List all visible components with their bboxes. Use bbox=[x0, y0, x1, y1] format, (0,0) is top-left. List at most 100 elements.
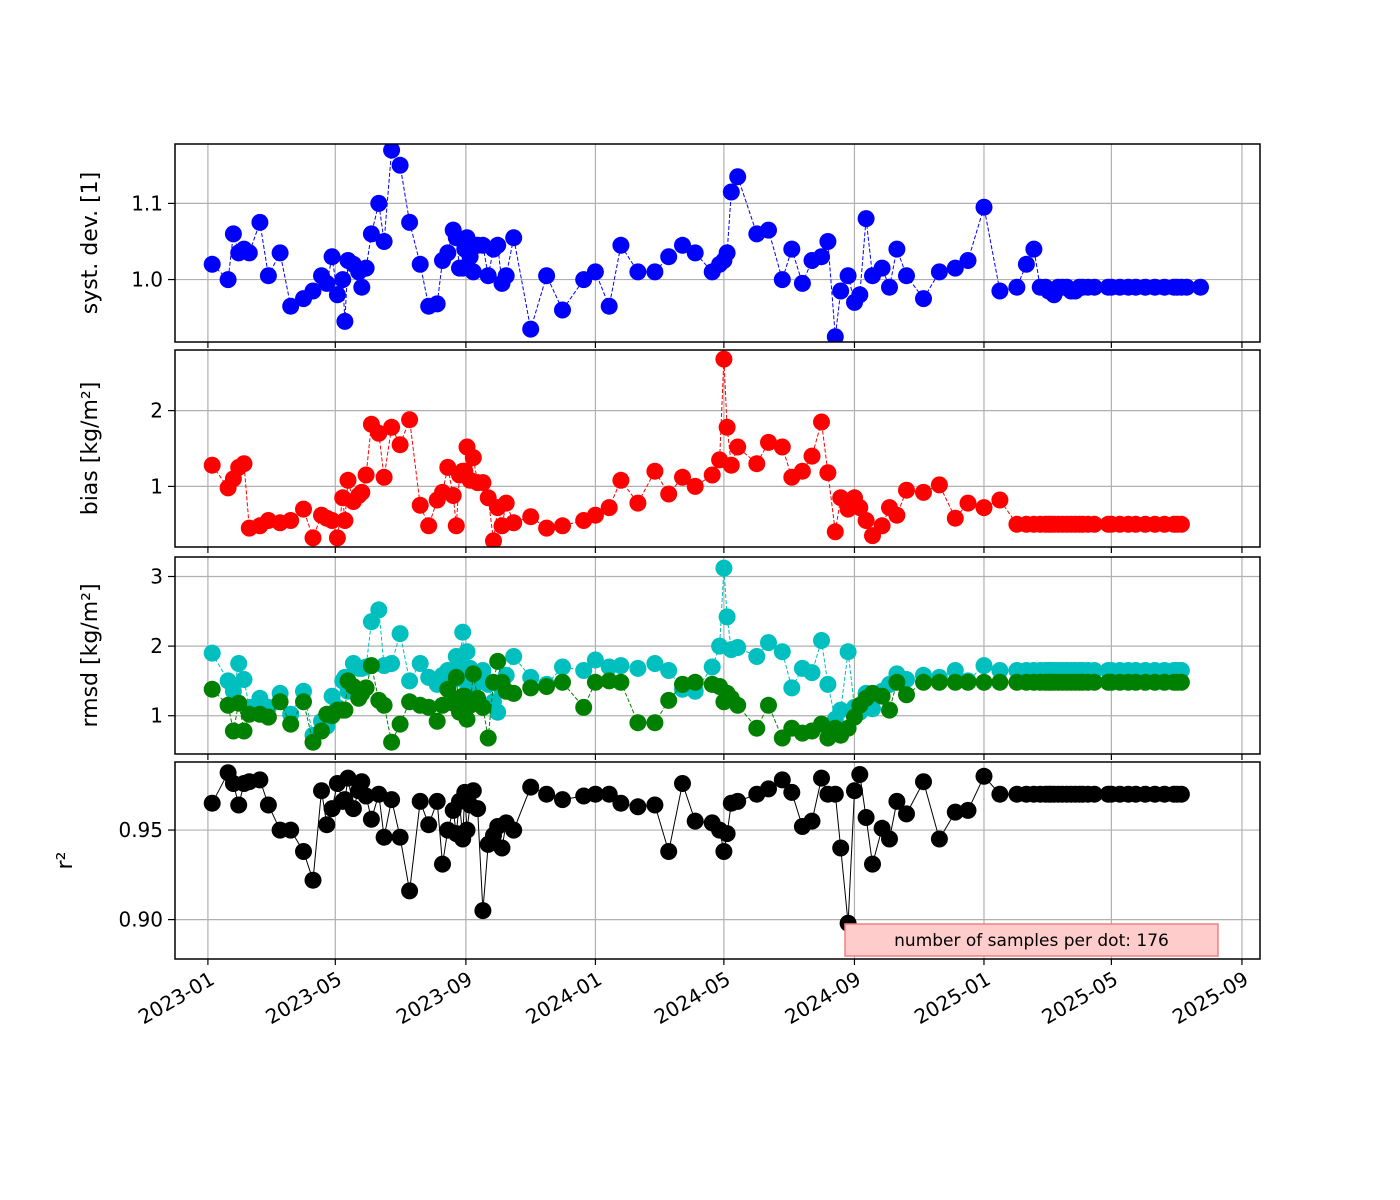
data-point bbox=[715, 350, 733, 368]
data-point bbox=[235, 722, 253, 740]
data-point bbox=[629, 659, 647, 677]
data-point bbox=[959, 494, 977, 512]
data-point bbox=[1085, 785, 1103, 803]
y-tick-label: 1.1 bbox=[131, 191, 163, 215]
data-point bbox=[203, 794, 221, 812]
data-point bbox=[420, 816, 438, 834]
data-point bbox=[803, 447, 821, 465]
data-point bbox=[401, 411, 419, 429]
data-point bbox=[318, 274, 336, 292]
data-point bbox=[391, 715, 409, 733]
data-point bbox=[803, 664, 821, 682]
data-point bbox=[851, 499, 869, 517]
data-point bbox=[357, 679, 375, 697]
x-tick-label: 2025-05 bbox=[1037, 967, 1121, 1030]
data-point bbox=[915, 673, 932, 691]
data-point bbox=[469, 800, 487, 818]
data-point bbox=[803, 812, 821, 830]
data-point bbox=[428, 792, 446, 810]
data-point bbox=[946, 803, 964, 821]
data-point bbox=[975, 767, 993, 785]
data-point bbox=[760, 780, 777, 798]
data-point bbox=[646, 655, 664, 672]
data-point bbox=[235, 455, 253, 473]
data-point bbox=[600, 297, 618, 315]
series-line bbox=[211, 148, 1201, 337]
data-point bbox=[375, 828, 393, 846]
data-point bbox=[391, 436, 409, 454]
data-point bbox=[230, 796, 248, 814]
data-point bbox=[458, 643, 476, 661]
data-point bbox=[353, 483, 371, 501]
data-point bbox=[370, 785, 388, 803]
data-point bbox=[975, 499, 993, 517]
data-point bbox=[975, 657, 993, 675]
data-point bbox=[703, 658, 721, 676]
data-point bbox=[783, 240, 801, 258]
data-point bbox=[203, 644, 221, 662]
y-tick-label: 1.0 bbox=[131, 268, 163, 292]
data-point bbox=[554, 658, 571, 676]
data-point bbox=[898, 481, 915, 499]
x-tick-label: 2023-05 bbox=[261, 967, 345, 1030]
data-point bbox=[826, 328, 844, 342]
data-point bbox=[464, 449, 482, 467]
data-point bbox=[383, 655, 401, 672]
data-point bbox=[959, 801, 977, 819]
data-point bbox=[991, 282, 1009, 300]
data-point bbox=[447, 517, 465, 535]
panel-frame bbox=[174, 761, 1261, 960]
data-point bbox=[813, 413, 830, 431]
data-point bbox=[259, 708, 277, 726]
data-point bbox=[783, 679, 801, 697]
data-point bbox=[1178, 278, 1196, 296]
data-point bbox=[881, 830, 898, 848]
data-point bbox=[826, 523, 844, 541]
data-point bbox=[586, 785, 604, 803]
data-point bbox=[760, 433, 777, 451]
data-point bbox=[686, 477, 704, 495]
data-point bbox=[362, 657, 380, 675]
data-point bbox=[864, 855, 881, 873]
data-point bbox=[612, 657, 630, 675]
data-point bbox=[203, 255, 221, 273]
data-point bbox=[819, 675, 837, 693]
data-point bbox=[259, 796, 277, 814]
data-point bbox=[235, 671, 253, 688]
data-point bbox=[522, 778, 540, 796]
data-point bbox=[304, 871, 322, 889]
data-point bbox=[1172, 673, 1190, 691]
data-point bbox=[439, 680, 457, 698]
series-group bbox=[203, 144, 1209, 342]
data-point bbox=[783, 783, 801, 801]
data-point bbox=[391, 828, 409, 846]
data-point bbox=[353, 278, 371, 296]
data-point bbox=[411, 496, 429, 514]
data-point bbox=[454, 623, 472, 641]
y-tick-label: 2 bbox=[150, 399, 163, 423]
data-point bbox=[497, 267, 515, 285]
data-point bbox=[773, 643, 791, 661]
data-point bbox=[760, 634, 777, 652]
data-point bbox=[1172, 785, 1190, 803]
data-point bbox=[760, 696, 777, 714]
data-point bbox=[839, 643, 857, 661]
series-line bbox=[211, 359, 1182, 541]
annotation-text: number of samples per dot: 176 bbox=[894, 931, 1169, 951]
data-point bbox=[383, 733, 401, 751]
data-point bbox=[586, 506, 604, 524]
data-point bbox=[224, 225, 242, 243]
data-point bbox=[282, 715, 300, 733]
data-point bbox=[271, 693, 289, 711]
data-point bbox=[357, 259, 375, 277]
data-point bbox=[718, 244, 736, 262]
data-point bbox=[464, 263, 482, 281]
data-point bbox=[251, 771, 269, 789]
data-point bbox=[773, 271, 791, 289]
data-point bbox=[600, 785, 618, 803]
data-point bbox=[420, 698, 438, 716]
data-point bbox=[313, 722, 330, 740]
data-point bbox=[1025, 240, 1043, 258]
data-point bbox=[444, 487, 462, 504]
data-point bbox=[915, 290, 932, 308]
